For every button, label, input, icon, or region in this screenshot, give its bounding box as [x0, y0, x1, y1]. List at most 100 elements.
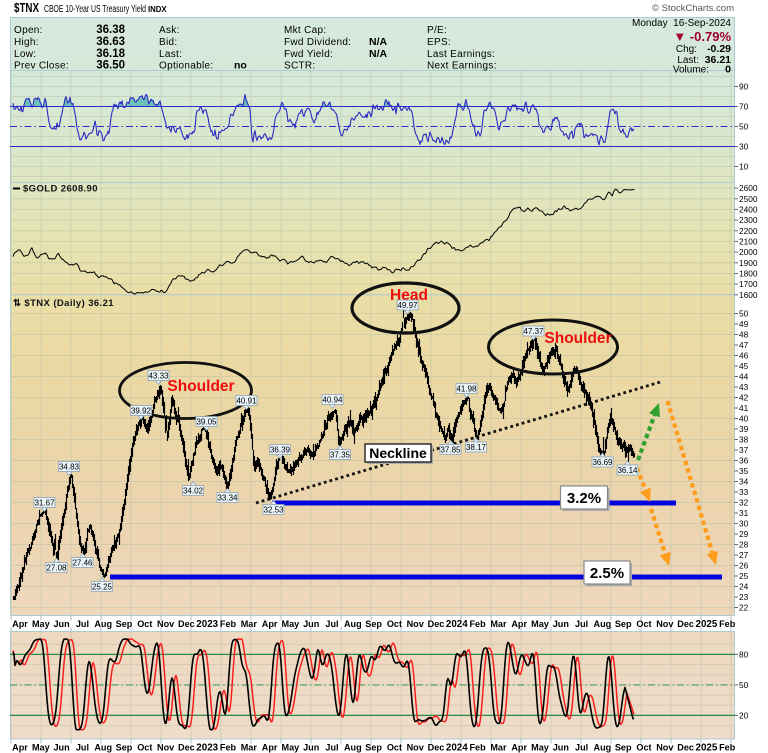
- svg-text:Feb: Feb: [719, 619, 736, 629]
- svg-text:Neckline: Neckline: [369, 445, 427, 461]
- svg-text:37.35: 37.35: [330, 451, 351, 460]
- svg-text:Aug: Aug: [344, 743, 362, 753]
- svg-text:Sep: Sep: [116, 743, 133, 753]
- svg-text:40.94: 40.94: [322, 396, 343, 405]
- svg-text:44: 44: [739, 372, 749, 382]
- svg-text:Jun: Jun: [553, 743, 569, 753]
- svg-text:36.63: 36.63: [96, 36, 125, 48]
- svg-text:P/E:: P/E:: [427, 25, 447, 36]
- svg-text:43: 43: [739, 382, 749, 392]
- svg-text:40: 40: [739, 414, 749, 424]
- svg-text:33: 33: [739, 487, 749, 497]
- svg-text:$TNX: $TNX: [14, 0, 39, 15]
- svg-text:© StockCharts.com: © StockCharts.com: [652, 3, 734, 14]
- svg-text:Feb: Feb: [220, 743, 237, 753]
- svg-text:Apr: Apr: [262, 743, 278, 753]
- svg-text:3.2%: 3.2%: [567, 490, 601, 507]
- svg-text:0: 0: [725, 64, 731, 76]
- svg-text:May: May: [282, 743, 301, 753]
- svg-text:25.25: 25.25: [92, 583, 113, 592]
- svg-text:34: 34: [739, 477, 749, 487]
- svg-text:Dec: Dec: [428, 619, 445, 629]
- svg-text:Jun: Jun: [54, 619, 70, 629]
- svg-text:Last:: Last:: [159, 49, 182, 60]
- svg-text:1600: 1600: [739, 290, 758, 300]
- svg-text:41.98: 41.98: [456, 385, 477, 394]
- svg-text:Jul: Jul: [575, 619, 588, 629]
- svg-text:26: 26: [739, 561, 749, 571]
- svg-text:Sep: Sep: [116, 619, 133, 629]
- svg-text:Apr: Apr: [511, 743, 527, 753]
- svg-text:50: 50: [739, 309, 749, 319]
- svg-text:May: May: [32, 743, 51, 753]
- svg-text:Jul: Jul: [575, 743, 588, 753]
- svg-text:Dec: Dec: [677, 619, 694, 629]
- svg-text:36.14: 36.14: [617, 466, 638, 475]
- svg-text:Apr: Apr: [12, 743, 28, 753]
- svg-text:Fwd Yield:: Fwd Yield:: [284, 49, 333, 60]
- svg-text:Dec: Dec: [178, 619, 195, 629]
- svg-text:28: 28: [739, 540, 749, 550]
- svg-text:Jun: Jun: [303, 743, 319, 753]
- svg-text:SCTR:: SCTR:: [284, 61, 316, 72]
- svg-text:Oct: Oct: [137, 743, 152, 753]
- svg-text:32.53: 32.53: [263, 506, 284, 515]
- svg-text:no: no: [234, 60, 247, 72]
- svg-text:Last:: Last:: [677, 55, 699, 66]
- svg-text:25: 25: [739, 571, 749, 581]
- svg-text:Dec: Dec: [677, 743, 694, 753]
- svg-text:38.17: 38.17: [466, 443, 487, 452]
- svg-text:43.33: 43.33: [148, 372, 169, 381]
- svg-text:24: 24: [739, 582, 749, 592]
- svg-text:2023: 2023: [196, 743, 218, 753]
- svg-text:Oct: Oct: [387, 743, 402, 753]
- svg-text:27.08: 27.08: [46, 564, 67, 573]
- svg-text:Sep: Sep: [615, 743, 632, 753]
- svg-text:⇅ $TNX (Daily) 36.21: ⇅ $TNX (Daily) 36.21: [13, 298, 114, 309]
- svg-text:Jun: Jun: [553, 619, 569, 629]
- svg-text:May: May: [531, 619, 550, 629]
- svg-text:Monday 16-Sep-2024: Monday 16-Sep-2024: [632, 18, 731, 29]
- svg-text:2000: 2000: [739, 247, 758, 257]
- svg-text:Aug: Aug: [594, 619, 612, 629]
- svg-text:Open:: Open:: [14, 25, 43, 36]
- svg-text:45: 45: [739, 361, 749, 371]
- svg-text:10: 10: [739, 162, 749, 172]
- svg-text:22: 22: [739, 603, 749, 613]
- svg-text:2.5%: 2.5%: [590, 565, 624, 582]
- svg-text:Apr: Apr: [262, 619, 278, 629]
- svg-text:47.37: 47.37: [523, 327, 544, 336]
- svg-text:2025: 2025: [696, 619, 718, 630]
- svg-text:Apr: Apr: [511, 619, 527, 629]
- svg-text:Aug: Aug: [594, 743, 612, 753]
- svg-text:80: 80: [739, 649, 749, 659]
- svg-text:32: 32: [739, 498, 749, 508]
- svg-text:23: 23: [739, 592, 749, 602]
- svg-text:N/A: N/A: [369, 48, 388, 60]
- svg-text:2024: 2024: [446, 619, 468, 630]
- svg-text:CBOE 10-Year US Treasury Yield: CBOE 10-Year US Treasury Yield: [44, 4, 146, 15]
- svg-text:Fwd Dividend:: Fwd Dividend:: [284, 37, 351, 48]
- svg-text:2300: 2300: [739, 215, 758, 225]
- svg-text:36.18: 36.18: [96, 48, 125, 60]
- svg-text:Jul: Jul: [76, 619, 89, 629]
- svg-text:36.50: 36.50: [96, 60, 125, 72]
- svg-text:27.46: 27.46: [72, 559, 93, 568]
- svg-text:Feb: Feb: [470, 743, 487, 753]
- svg-text:Oct: Oct: [137, 619, 152, 629]
- svg-text:High:: High:: [14, 37, 39, 48]
- svg-text:31: 31: [739, 508, 749, 518]
- svg-text:Next Earnings:: Next Earnings:: [427, 61, 497, 72]
- svg-text:2024: 2024: [446, 743, 468, 753]
- svg-text:47: 47: [739, 340, 749, 350]
- svg-text:Dec: Dec: [178, 743, 195, 753]
- svg-text:Prev Close:: Prev Close:: [14, 61, 69, 72]
- svg-text:Aug: Aug: [94, 619, 112, 629]
- svg-text:Feb: Feb: [470, 619, 487, 629]
- svg-text:Feb: Feb: [719, 743, 736, 753]
- svg-text:50: 50: [739, 680, 749, 690]
- svg-text:49: 49: [739, 319, 749, 329]
- svg-text:Mar: Mar: [490, 619, 507, 629]
- svg-text:50: 50: [739, 122, 749, 132]
- svg-text:31.67: 31.67: [34, 499, 55, 508]
